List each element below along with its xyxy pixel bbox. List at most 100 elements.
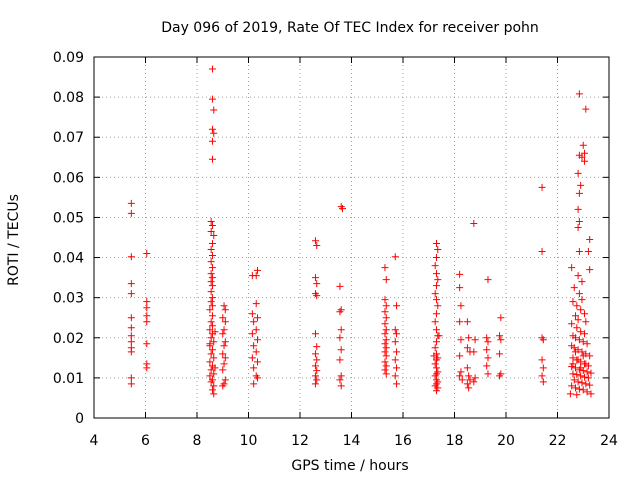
data-point bbox=[574, 169, 582, 177]
data-point bbox=[583, 368, 591, 376]
data-point bbox=[431, 290, 439, 298]
data-point bbox=[208, 252, 216, 260]
data-point bbox=[207, 288, 215, 296]
data-point bbox=[127, 199, 135, 207]
x-tick-label: 20 bbox=[497, 433, 515, 449]
data-point bbox=[574, 223, 582, 231]
data-point bbox=[584, 374, 592, 382]
data-point bbox=[381, 264, 389, 272]
x-tick-label: 4 bbox=[90, 433, 99, 449]
data-point bbox=[578, 379, 586, 387]
data-point bbox=[381, 340, 389, 348]
data-point bbox=[382, 370, 390, 378]
data-point bbox=[570, 284, 578, 292]
data-point bbox=[311, 372, 319, 380]
data-point bbox=[587, 390, 595, 398]
data-point bbox=[575, 90, 583, 98]
data-point bbox=[336, 282, 344, 290]
data-point bbox=[219, 350, 227, 358]
data-point bbox=[143, 298, 151, 306]
data-point bbox=[539, 378, 547, 386]
x-tick-label: 14 bbox=[343, 433, 361, 449]
data-point bbox=[248, 310, 256, 318]
data-point bbox=[381, 320, 389, 328]
data-point bbox=[575, 290, 583, 298]
y-tick-label: 0.05 bbox=[53, 210, 84, 226]
data-point bbox=[578, 278, 586, 286]
data-point bbox=[220, 360, 228, 368]
data-point bbox=[210, 382, 218, 390]
data-point bbox=[311, 330, 319, 338]
data-point bbox=[570, 376, 578, 384]
data-point bbox=[582, 105, 590, 113]
data-point bbox=[382, 352, 390, 360]
data-point bbox=[586, 381, 594, 389]
data-point bbox=[483, 334, 491, 342]
data-point bbox=[434, 276, 442, 284]
data-point bbox=[127, 380, 135, 388]
data-point bbox=[143, 318, 151, 326]
data-point bbox=[432, 387, 440, 395]
x-tick-label: 22 bbox=[549, 433, 567, 449]
data-point bbox=[208, 240, 216, 248]
data-point bbox=[219, 314, 227, 322]
data-point bbox=[431, 360, 439, 368]
data-point bbox=[208, 274, 216, 282]
data-point bbox=[582, 318, 590, 326]
data-point bbox=[435, 332, 443, 340]
data-point bbox=[569, 360, 577, 368]
data-point bbox=[465, 384, 473, 392]
data-point bbox=[538, 356, 546, 364]
data-point bbox=[221, 318, 229, 326]
data-point bbox=[431, 344, 439, 352]
data-point bbox=[127, 280, 135, 288]
y-tick-label: 0.02 bbox=[53, 331, 84, 347]
data-point bbox=[574, 356, 582, 364]
data-point bbox=[208, 282, 216, 290]
data-point bbox=[574, 316, 582, 324]
data-point bbox=[575, 248, 583, 256]
data-point bbox=[382, 362, 390, 370]
data-point bbox=[207, 227, 215, 235]
data-point bbox=[210, 390, 218, 398]
y-tick-label: 0.08 bbox=[53, 90, 84, 106]
data-point bbox=[577, 372, 585, 380]
data-point bbox=[381, 348, 389, 356]
data-point bbox=[470, 348, 478, 356]
data-point bbox=[206, 340, 214, 348]
data-point bbox=[569, 354, 577, 362]
data-point bbox=[127, 332, 135, 340]
data-point bbox=[127, 338, 135, 346]
data-point bbox=[210, 106, 218, 114]
data-point bbox=[336, 308, 344, 316]
data-point bbox=[463, 344, 471, 352]
data-point bbox=[208, 155, 216, 163]
data-point bbox=[434, 246, 442, 254]
data-point bbox=[579, 141, 587, 149]
data-point bbox=[382, 314, 390, 322]
data-point bbox=[221, 376, 229, 384]
data-point bbox=[207, 318, 215, 326]
data-point bbox=[219, 330, 227, 338]
data-point bbox=[456, 372, 464, 380]
data-point bbox=[208, 312, 216, 320]
data-point bbox=[208, 302, 216, 310]
data-point bbox=[471, 336, 479, 344]
x-axis-label: GPS time / hours bbox=[291, 458, 408, 474]
data-point bbox=[313, 367, 321, 375]
data-point bbox=[381, 308, 389, 316]
data-point bbox=[219, 366, 227, 374]
x-tick-label: 12 bbox=[291, 433, 309, 449]
x-tick-label: 24 bbox=[600, 433, 618, 449]
data-point bbox=[577, 181, 585, 189]
data-point bbox=[313, 242, 321, 250]
data-point bbox=[463, 380, 471, 388]
data-point bbox=[382, 302, 390, 310]
data-point bbox=[311, 380, 319, 388]
data-point bbox=[254, 336, 262, 344]
data-point bbox=[382, 344, 390, 352]
data-point bbox=[337, 326, 345, 334]
data-point bbox=[572, 334, 580, 342]
data-point bbox=[381, 330, 389, 338]
